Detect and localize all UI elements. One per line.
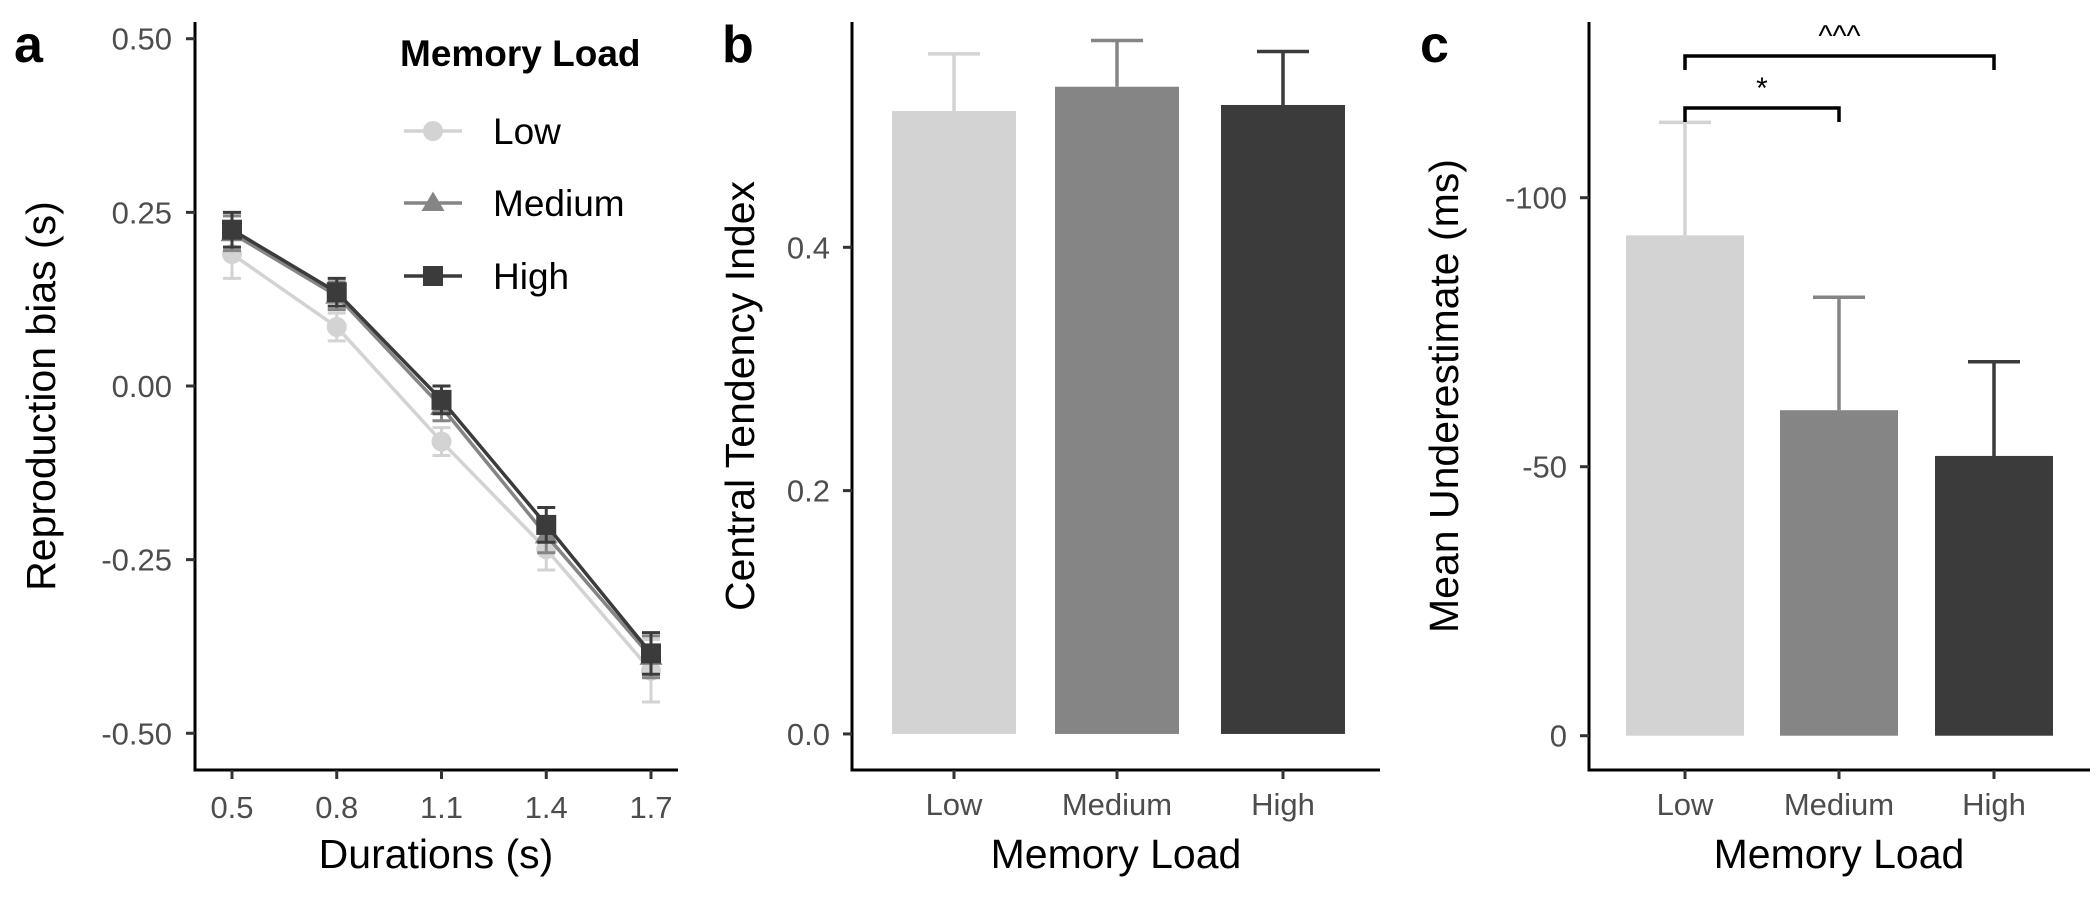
y-tick-label: -100	[1505, 181, 1567, 216]
bracket-line	[1683, 106, 1841, 122]
significance-label: *	[1756, 72, 1768, 105]
data-point-low	[431, 431, 452, 452]
y-tick-label: 0.00	[112, 369, 172, 404]
legend-item-high: High	[404, 256, 569, 297]
panel-c-axes: Low Medium High -100 -50 0	[1505, 181, 2026, 822]
panel-c-chart: Low Medium High -100 -50 0 * ^^^ Memory Load M…	[1421, 20, 2090, 877]
bar-group-medium	[1780, 295, 1898, 736]
bar-high	[1221, 104, 1345, 734]
significance-brackets: * ^^^	[1683, 20, 1996, 122]
panel-b-letter: b	[722, 16, 754, 74]
y-tick-label: -0.50	[101, 716, 172, 751]
data-point-high	[641, 643, 661, 664]
panel-a-x-axis-title: Durations (s)	[319, 831, 554, 877]
legend-marker-high	[423, 266, 443, 286]
series-line-low	[231, 252, 653, 672]
legend-label: High	[493, 256, 569, 297]
panel-a-y-axis-title: Reproduction bias (s)	[18, 201, 64, 591]
x-tick-label: Low	[926, 787, 983, 822]
x-tick-label: 0.5	[210, 790, 253, 825]
bar-low	[1626, 235, 1744, 736]
x-tick-label: Medium	[1062, 787, 1172, 822]
panel-c-x-axis-title: Memory Load	[1714, 831, 1965, 877]
legend-item-medium: Medium	[404, 183, 625, 224]
panel-a-chart: 0.50 0.25 0.00 -0.25 -0.50 0.5 0.8 1.1 1.4 1.7 Du…	[18, 22, 678, 877]
bar-group-low	[1626, 120, 1744, 736]
bar-group-high	[1935, 360, 2053, 736]
series-low	[222, 228, 661, 704]
y-tick-label: 0.50	[112, 22, 172, 57]
y-tick-label: -50	[1522, 450, 1567, 485]
x-tick-label: Medium	[1784, 787, 1894, 822]
x-tick-label: 1.7	[629, 790, 672, 825]
y-tick-label: -0.25	[101, 543, 172, 578]
legend-marker-low	[423, 121, 443, 141]
panel-c-letter: c	[1420, 16, 1449, 74]
legend-item-low: Low	[404, 111, 561, 152]
panel-a-axes: 0.50 0.25 0.00 -0.25 -0.50 0.5 0.8 1.1 1.4 1.7	[101, 22, 672, 825]
significance-bracket-low-high: ^^^	[1683, 20, 1996, 70]
data-point-high	[222, 219, 242, 240]
significance-label: ^^^	[1818, 20, 1860, 53]
panel-c-y-axis-title: Mean Underestimate (ms)	[1421, 159, 1467, 633]
legend-entries: Low Medium High	[404, 111, 625, 297]
y-tick-label: 0.25	[112, 195, 172, 230]
panel-b-axes: Low Medium High 0.0 0.2 0.4	[787, 230, 1315, 822]
panel-a-letter: a	[14, 16, 44, 74]
bar-group-low	[892, 52, 1016, 734]
y-tick-label: 0.2	[787, 474, 830, 509]
bar-medium	[1780, 410, 1898, 736]
data-point-high	[431, 389, 452, 410]
bar-group-medium	[1055, 38, 1179, 734]
bar-group-high	[1221, 49, 1345, 734]
legend-marker-medium	[421, 191, 445, 212]
panel-b-plot-area	[892, 38, 1345, 734]
y-tick-label: 0.4	[787, 230, 830, 265]
bracket-line	[1683, 54, 1996, 70]
panel-b-y-axis-title: Central Tendency Index	[717, 180, 763, 611]
x-tick-label: 0.8	[315, 790, 358, 825]
y-tick-label: 0.0	[787, 717, 830, 752]
significance-bracket-low-medium: *	[1683, 72, 1841, 122]
series-high	[222, 210, 661, 676]
panel-a-legend: Memory Load Low Medium High	[400, 33, 641, 297]
panel-a-plot-area	[220, 210, 663, 704]
data-point-high	[326, 282, 347, 303]
x-tick-label: High	[1962, 787, 2026, 822]
legend-label: Low	[493, 111, 561, 152]
panel-c-plot-area	[1626, 120, 2053, 736]
bar-low	[892, 111, 1016, 734]
x-tick-label: 1.1	[420, 790, 463, 825]
data-point-high	[536, 514, 557, 535]
x-tick-label: High	[1251, 787, 1315, 822]
panel-b-x-axis-title: Memory Load	[991, 831, 1242, 877]
y-tick-label: 0	[1550, 719, 1567, 754]
bar-high	[1935, 455, 2053, 736]
legend-title: Memory Load	[400, 33, 641, 74]
legend-label: Medium	[493, 183, 625, 224]
panel-b-chart: Low Medium High 0.0 0.2 0.4 Memory Load Centr…	[717, 22, 1380, 877]
bar-medium	[1055, 86, 1179, 734]
data-point-low	[326, 316, 347, 337]
x-tick-label: Low	[1657, 787, 1714, 822]
data-point-low	[222, 244, 242, 265]
x-tick-label: 1.4	[525, 790, 568, 825]
